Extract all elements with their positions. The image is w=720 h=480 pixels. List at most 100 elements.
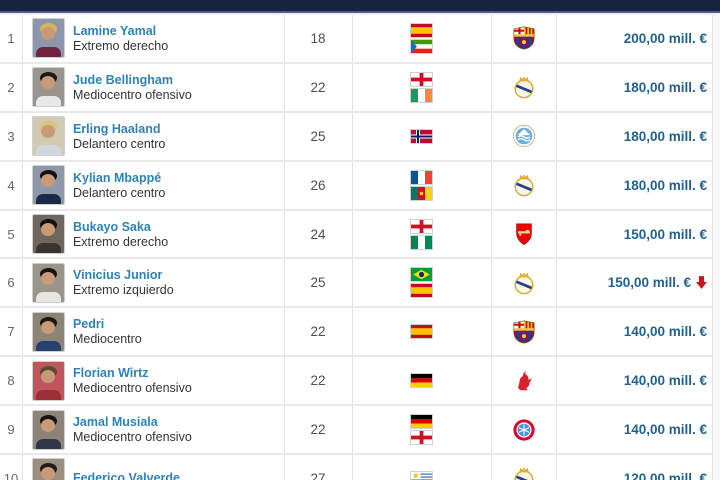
player-name-link[interactable]: Bukayo Saka <box>72 219 151 234</box>
rank-cell: 2 <box>0 63 23 111</box>
age-value: 22 <box>310 422 326 438</box>
market-value-link[interactable]: 150,00 mill. € <box>607 275 691 291</box>
market-value-cell: 140,00 mill. € <box>557 406 712 453</box>
player-photo[interactable] <box>31 311 65 352</box>
table-row: 10 Federico Valverde 27 120,00 mill. € <box>0 455 712 480</box>
nationality-cell <box>353 15 493 62</box>
trend-arrow-down-icon <box>696 276 707 290</box>
club-cell <box>492 357 558 405</box>
ireland-flag <box>411 88 433 102</box>
market-value-link[interactable]: 180,00 mill. € <box>623 79 707 95</box>
market-value-link[interactable]: 140,00 mill. € <box>623 324 707 340</box>
photo-face <box>41 467 56 480</box>
market-value-cell: 180,00 mill. € <box>557 113 712 160</box>
age-cell: 26 <box>285 161 353 209</box>
player-name-link[interactable]: Florian Wirtz <box>72 366 149 381</box>
club-cell <box>492 308 558 356</box>
photo-torso <box>35 145 61 156</box>
equatorial-guinea-flag <box>411 39 433 53</box>
bayern-crest[interactable] <box>512 418 536 442</box>
barcelona-crest[interactable] <box>512 320 536 344</box>
market-value-link[interactable]: 180,00 mill. € <box>623 177 707 193</box>
player-photo[interactable] <box>31 116 65 157</box>
player-photo[interactable] <box>31 262 65 303</box>
top-navigation-bar <box>0 0 720 13</box>
age-value: 18 <box>310 30 326 46</box>
norway-flag <box>411 129 433 143</box>
rank-number: 4 <box>7 177 15 193</box>
rank-cell: 8 <box>0 357 23 405</box>
nationality-cell <box>353 112 493 160</box>
age-cell: 22 <box>285 357 353 405</box>
player-photo[interactable] <box>31 409 65 450</box>
real-madrid-crest[interactable] <box>512 75 536 99</box>
rank-number: 10 <box>3 470 19 480</box>
player-position: Extremo izquierdo <box>72 283 174 298</box>
player-cell: Pedri Mediocentro <box>23 308 285 356</box>
club-cell <box>492 210 558 258</box>
player-info: Kylian Mbappé Delantero centro <box>73 171 165 200</box>
table-row: 9 Jamal Musiala Mediocentro ofensivo 22 … <box>0 406 712 456</box>
real-madrid-crest[interactable] <box>512 271 536 295</box>
cameroon-flag <box>411 186 433 200</box>
player-photo[interactable] <box>31 67 65 108</box>
photo-face <box>41 271 56 285</box>
real-madrid-crest[interactable] <box>512 173 536 197</box>
player-cell: Federico Valverde <box>23 455 285 480</box>
liverpool-crest[interactable] <box>512 369 536 393</box>
player-name-link[interactable]: Jude Bellingham <box>72 72 173 87</box>
player-name-link[interactable]: Lamine Yamal <box>72 23 157 38</box>
market-value-link[interactable]: 150,00 mill. € <box>623 226 707 242</box>
player-photo[interactable] <box>31 214 65 254</box>
club-cell <box>492 161 558 209</box>
player-photo[interactable] <box>31 18 65 59</box>
market-value-link[interactable]: 140,00 mill. € <box>623 373 707 389</box>
player-cell: Vinicius Junior Extremo izquierdo <box>23 259 285 307</box>
barcelona-crest[interactable] <box>512 26 536 50</box>
player-photo[interactable] <box>31 360 65 401</box>
photo-face <box>41 223 56 236</box>
photo-face <box>41 76 56 90</box>
spain-flag <box>411 284 433 298</box>
photo-torso <box>35 96 61 107</box>
player-name-link[interactable]: Pedri <box>72 317 105 332</box>
photo-torso <box>35 389 61 400</box>
rank-number: 8 <box>7 373 15 389</box>
nationality-cell <box>353 357 493 405</box>
player-photo[interactable] <box>31 165 65 206</box>
nationality-cell <box>353 63 493 111</box>
age-cell: 18 <box>285 15 353 62</box>
man-city-crest[interactable] <box>512 124 536 148</box>
uruguay-flag <box>411 471 433 480</box>
rank-number: 2 <box>7 79 15 95</box>
player-name-link[interactable]: Federico Valverde <box>72 470 180 480</box>
table-row: 2 Jude Bellingham Mediocentro ofensivo 2… <box>0 63 712 113</box>
rank-number: 3 <box>7 128 15 144</box>
rank-cell: 10 <box>0 455 23 480</box>
market-value-link[interactable]: 140,00 mill. € <box>623 422 707 438</box>
real-madrid-crest[interactable] <box>512 466 536 480</box>
market-value-cell: 140,00 mill. € <box>557 308 712 355</box>
market-value-link[interactable]: 200,00 mill. € <box>623 30 707 46</box>
player-name-link[interactable]: Vinicius Junior <box>72 268 163 283</box>
market-value-link[interactable]: 120,00 mill. € <box>623 470 707 480</box>
age-cell: 22 <box>285 308 353 356</box>
age-cell: 25 <box>285 112 353 160</box>
player-name-link[interactable]: Erling Haaland <box>72 121 161 136</box>
england-flag <box>411 219 433 233</box>
player-photo[interactable] <box>31 458 65 480</box>
player-name-link[interactable]: Jamal Musiala <box>72 415 158 430</box>
england-flag <box>411 72 433 86</box>
market-value-cell: 180,00 mill. € <box>557 64 712 111</box>
player-position: Mediocentro ofensivo <box>72 381 192 396</box>
player-position: Extremo derecho <box>72 38 169 53</box>
player-name-link[interactable]: Kylian Mbappé <box>72 170 162 185</box>
player-info: Erling Haaland Delantero centro <box>73 122 165 151</box>
market-value-cell: 120,00 mill. € <box>557 455 712 480</box>
photo-torso <box>35 340 61 351</box>
player-cell: Jamal Musiala Mediocentro ofensivo <box>23 406 285 454</box>
arsenal-crest[interactable] <box>512 222 536 246</box>
market-value-link[interactable]: 180,00 mill. € <box>623 128 707 144</box>
player-position: Mediocentro ofensivo <box>72 87 192 102</box>
photo-face <box>41 369 56 383</box>
